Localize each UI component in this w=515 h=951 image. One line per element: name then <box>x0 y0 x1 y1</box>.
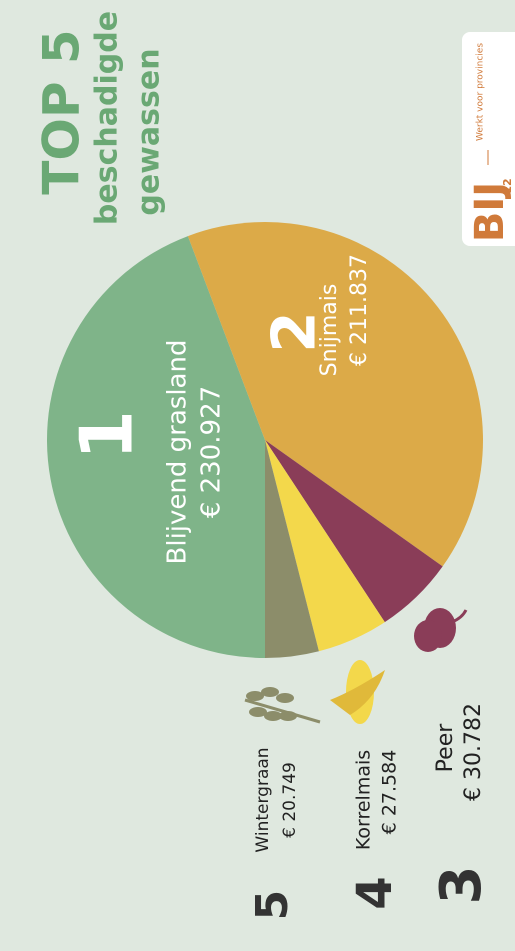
category-label: Wintergraan <box>253 747 273 852</box>
value-label: € 27.584 <box>379 750 401 835</box>
subtitle: beschadigde <box>90 11 125 225</box>
value-label: € 211.837 <box>347 254 372 366</box>
category-label: Snijmais <box>317 284 342 377</box>
wheat-icon <box>244 687 321 724</box>
pie-slice <box>187 221 484 567</box>
category-label: Blijvend grasland <box>163 340 193 565</box>
rank: 2 <box>260 311 330 353</box>
value-label: € 230.927 <box>197 386 227 518</box>
pie-slice <box>47 236 266 658</box>
rank: 4 <box>347 876 403 909</box>
logo-number: 12 <box>501 178 514 193</box>
pear-icon <box>414 608 468 652</box>
rank: 3 <box>429 866 494 905</box>
pie-slice <box>265 440 319 658</box>
subtitle: gewassen <box>132 48 167 215</box>
corn-icon <box>330 660 385 724</box>
logo-box <box>462 32 515 246</box>
value-label: € 20.749 <box>280 762 300 838</box>
logo-name: BIJ <box>467 182 513 242</box>
rank: 5 <box>247 890 298 921</box>
logo-tagline: Werkt voor provincies <box>476 43 486 141</box>
category-label: Korrelmais <box>353 750 375 850</box>
value-label: € 30.782 <box>461 703 486 801</box>
pie-slice <box>265 440 443 623</box>
category-label: Peer <box>433 723 458 773</box>
title: TOP 5 <box>33 29 91 194</box>
pie-slice <box>265 440 385 652</box>
rank: 1 <box>65 410 149 460</box>
